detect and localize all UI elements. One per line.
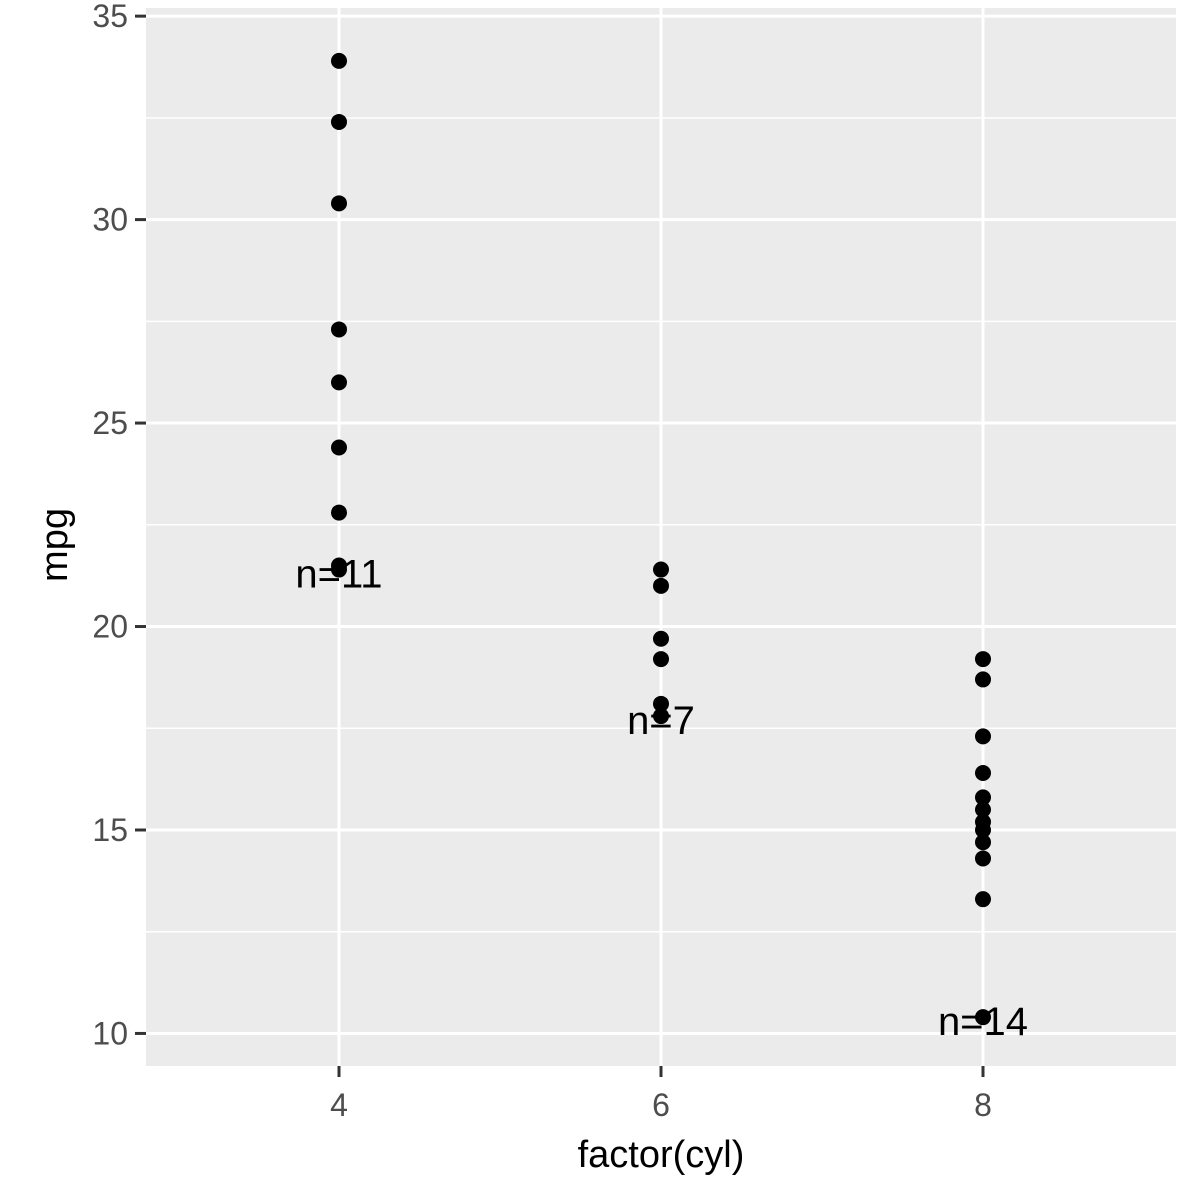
data-point [975, 801, 991, 818]
data-point [975, 789, 991, 806]
data-point [653, 577, 669, 594]
data-point [975, 850, 991, 867]
y-tick-label: 30 [92, 202, 128, 238]
data-point [975, 651, 991, 668]
data-point [975, 1009, 991, 1026]
data-point [653, 708, 669, 725]
y-axis-title: mpg [34, 508, 76, 582]
data-points [331, 52, 991, 1026]
y-tick-label: 20 [92, 609, 128, 645]
count-annotation: n=11 [295, 553, 382, 597]
data-point [331, 52, 347, 69]
data-point [975, 728, 991, 745]
data-point [331, 504, 347, 521]
x-axis-title: factor(cyl) [578, 1134, 745, 1176]
data-point [331, 113, 347, 130]
data-point [331, 195, 347, 212]
data-point [975, 821, 991, 838]
y-tick-label: 15 [92, 812, 128, 848]
data-point [975, 834, 991, 851]
x-axis: 4 6 8 [330, 1066, 992, 1123]
y-axis: 10 15 20 25 30 35 [92, 0, 146, 1051]
count-annotation: n=14 [938, 1000, 1028, 1044]
data-point [975, 891, 991, 908]
x-tick-label: 8 [974, 1087, 992, 1123]
major-gridlines [146, 8, 1176, 1066]
data-point [975, 671, 991, 688]
annotations: n=11 n=7 n=14 [295, 553, 1028, 1045]
x-tick-label: 4 [330, 1087, 348, 1123]
y-tick-label: 10 [92, 1015, 128, 1051]
data-point [653, 695, 669, 712]
y-tick-label: 35 [92, 0, 128, 34]
data-point [653, 561, 669, 578]
data-point [653, 630, 669, 647]
data-point [331, 374, 347, 391]
data-point [331, 561, 347, 578]
data-point [331, 439, 347, 456]
y-tick-label: 25 [92, 405, 128, 441]
data-point [975, 765, 991, 782]
x-tick-label: 6 [652, 1087, 670, 1123]
data-point [331, 321, 347, 338]
data-point [653, 651, 669, 668]
count-annotation: n=7 [627, 699, 695, 743]
